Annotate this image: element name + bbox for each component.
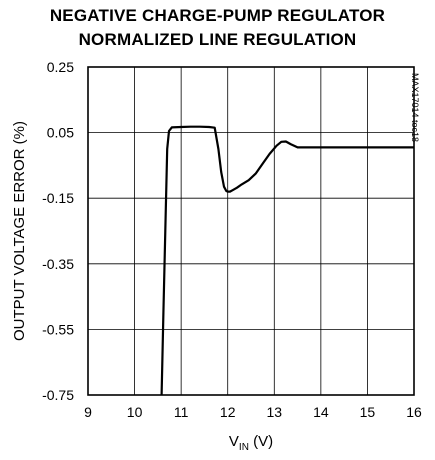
x-axis-label-sub: IN: [239, 442, 249, 453]
grid-lines: [88, 67, 414, 395]
plot-frame: [87, 66, 415, 396]
y-tick-label: -0.15: [42, 190, 74, 206]
y-tick-label: -0.35: [42, 256, 74, 272]
y-tick-label: 0.05: [47, 125, 74, 141]
y-tick-label: -0.55: [42, 321, 74, 337]
chart-title-line-2: NORMALIZED LINE REGULATION: [78, 30, 357, 49]
chart-title-line-1: NEGATIVE CHARGE-PUMP REGULATOR: [49, 6, 386, 25]
x-tick-label: 10: [127, 404, 143, 420]
y-tick-label: 0.25: [47, 59, 74, 75]
series-line: [160, 125, 414, 396]
x-tick-label: 12: [220, 404, 236, 420]
x-axis-label-unit: (V): [249, 433, 273, 450]
x-tick-label: 13: [266, 404, 282, 420]
x-tick-label: 11: [174, 404, 189, 420]
x-tick-label: 14: [313, 404, 329, 420]
x-tick-label: 9: [84, 404, 92, 420]
x-tick-label: 15: [360, 404, 376, 420]
x-tick-label: 16: [406, 404, 422, 420]
y-tick-label: -0.75: [42, 387, 74, 403]
x-axis-label: VIN (V): [229, 433, 273, 453]
y-axis-label: OUTPUT VOLTAGE ERROR (%): [11, 121, 28, 341]
x-axis-label-main: V: [229, 433, 239, 450]
part-number-label: MAX17014 toc18: [410, 73, 420, 142]
tick-labels: 9 10 11 12 13 14 15 16 0.25 0.05 -0.15 -0.35 -0.55 -0…: [42, 59, 422, 420]
